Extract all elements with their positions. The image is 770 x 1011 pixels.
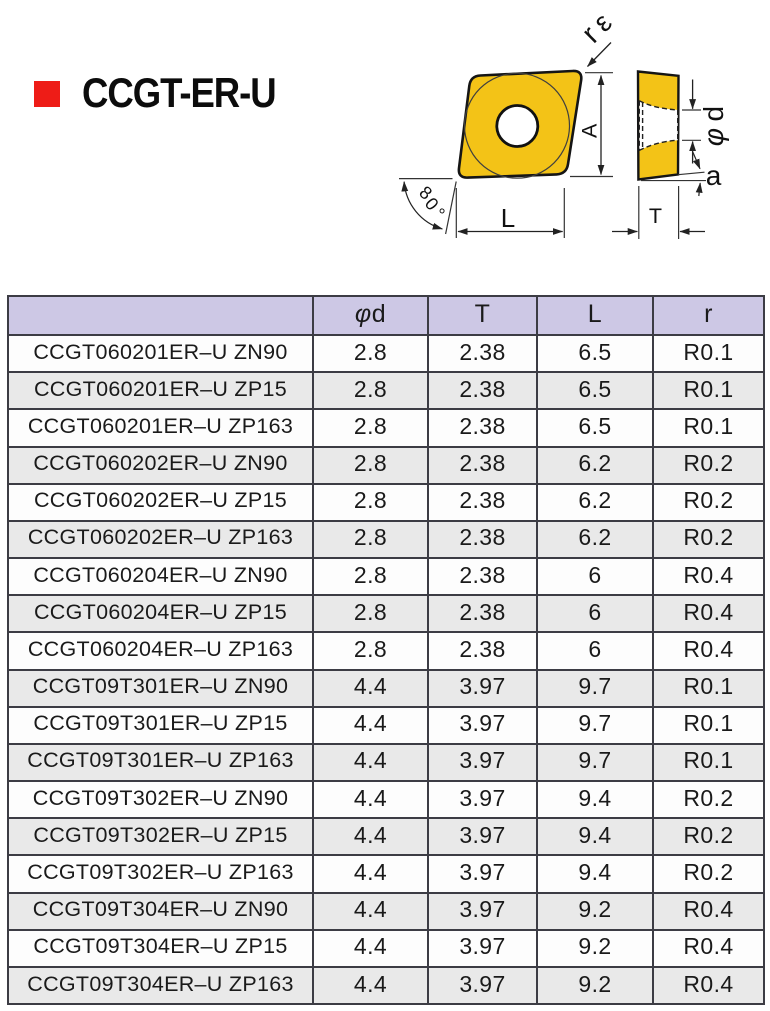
- svg-text:rε: rε: [576, 7, 619, 50]
- svg-text:φd: φd: [698, 99, 729, 146]
- svg-text:A: A: [578, 123, 602, 138]
- svg-text:a: a: [706, 160, 722, 191]
- svg-text:L: L: [501, 203, 515, 233]
- svg-text:T: T: [649, 204, 662, 228]
